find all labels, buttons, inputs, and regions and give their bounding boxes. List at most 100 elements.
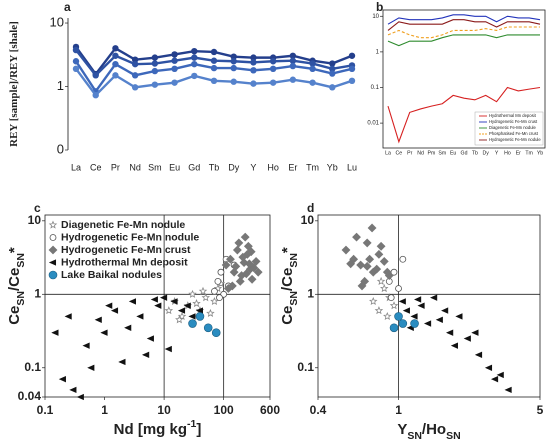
series-line — [387, 14, 541, 25]
point — [240, 232, 250, 242]
axis-label: CeSN/CeSN* — [279, 247, 300, 325]
y-tick-label: 1 — [57, 78, 64, 93]
point — [223, 284, 233, 293]
point — [329, 65, 336, 73]
y-tick-label: 0.1 — [24, 360, 41, 374]
point — [72, 65, 80, 73]
series-line — [387, 86, 541, 144]
point — [72, 46, 80, 54]
point — [214, 277, 222, 285]
point — [210, 57, 218, 64]
point — [76, 393, 84, 401]
point — [191, 54, 198, 61]
axis-label: YSN/HoSN — [397, 421, 460, 439]
point — [369, 296, 378, 306]
point — [367, 223, 377, 233]
point — [250, 59, 257, 66]
point — [203, 323, 213, 333]
legend-label: Hydrogenetic Fe-Mn crust — [489, 119, 538, 124]
series-line — [387, 34, 540, 47]
x-tick-label: Sm — [438, 150, 446, 156]
point — [112, 60, 119, 68]
x-tick-label: Dy — [228, 162, 239, 172]
point — [118, 358, 126, 366]
point — [348, 65, 356, 73]
series-line — [387, 26, 540, 39]
point — [346, 259, 356, 269]
point — [64, 313, 72, 320]
point — [309, 60, 316, 67]
x-tick-label: Pr — [111, 162, 120, 172]
point — [188, 319, 197, 328]
y-tick-label: 0 — [57, 141, 64, 156]
point — [471, 329, 479, 336]
label-part: REY [sample]/REY [shale] — [8, 21, 20, 147]
panel-label: b — [376, 0, 383, 14]
point — [170, 298, 178, 305]
x-tick-label: Sm — [148, 162, 162, 172]
label-part: SN — [407, 430, 422, 439]
label-part: SN — [288, 291, 300, 306]
x-tick-label: Eu — [169, 162, 180, 172]
point — [244, 259, 254, 269]
point — [463, 335, 471, 342]
legend-swatch — [48, 259, 57, 266]
point — [399, 255, 407, 263]
point — [171, 65, 178, 73]
point — [374, 249, 384, 259]
point — [195, 312, 205, 321]
point — [191, 60, 198, 68]
y-tick-label: 1 — [34, 286, 41, 300]
point — [309, 65, 316, 73]
point — [150, 296, 158, 303]
point — [348, 52, 356, 59]
legend-label: Hydrothermal Mn deposit — [489, 113, 537, 118]
x-tick-label: 0.4 — [310, 403, 327, 417]
y-tick-label: 10 — [372, 14, 379, 20]
point — [105, 302, 113, 309]
x-tick-label: 100 — [214, 403, 234, 417]
x-tick-label: Gd — [461, 150, 468, 156]
x-tick-label: 10 — [157, 403, 171, 417]
point — [389, 323, 399, 333]
point — [191, 72, 198, 80]
point — [151, 60, 159, 67]
x-tick-label: 0.1 — [37, 403, 54, 417]
x-tick-label: Lu — [347, 162, 357, 172]
x-tick-label: Y — [495, 150, 499, 156]
point — [110, 307, 119, 314]
legend-swatch — [48, 220, 58, 229]
label-part: /Ho — [422, 421, 446, 438]
axis-label: REY [sample]/REY [shale] — [8, 21, 20, 147]
point — [151, 67, 159, 75]
point — [441, 307, 449, 314]
label-part: * — [6, 247, 23, 253]
point — [250, 67, 257, 74]
y-tick-label: 0.1 — [297, 360, 314, 374]
point — [131, 84, 139, 91]
point — [309, 79, 316, 86]
point — [210, 77, 218, 85]
label-part: -1 — [187, 418, 196, 430]
point — [131, 60, 139, 68]
point — [230, 58, 237, 65]
point — [455, 313, 463, 320]
axis-label: Nd [mg kg-1] — [114, 418, 202, 438]
point — [410, 313, 418, 320]
point — [341, 245, 351, 255]
label-part: Y — [397, 421, 407, 438]
legend-label: Phosphatised Fe-Mn crust — [489, 131, 539, 136]
legend-box — [474, 111, 544, 146]
point — [430, 294, 438, 301]
point — [112, 45, 119, 52]
y-tick-label: 0.04 — [18, 389, 42, 403]
x-tick-label: La — [71, 162, 81, 172]
point — [230, 78, 237, 85]
point — [402, 307, 410, 314]
point — [191, 47, 198, 55]
point — [201, 293, 210, 302]
legend-label: Hydrogenetic Fe-Mn nodule — [489, 137, 541, 142]
point — [356, 260, 366, 270]
y-tick-label: 0.1 — [371, 85, 380, 91]
point — [269, 79, 277, 86]
